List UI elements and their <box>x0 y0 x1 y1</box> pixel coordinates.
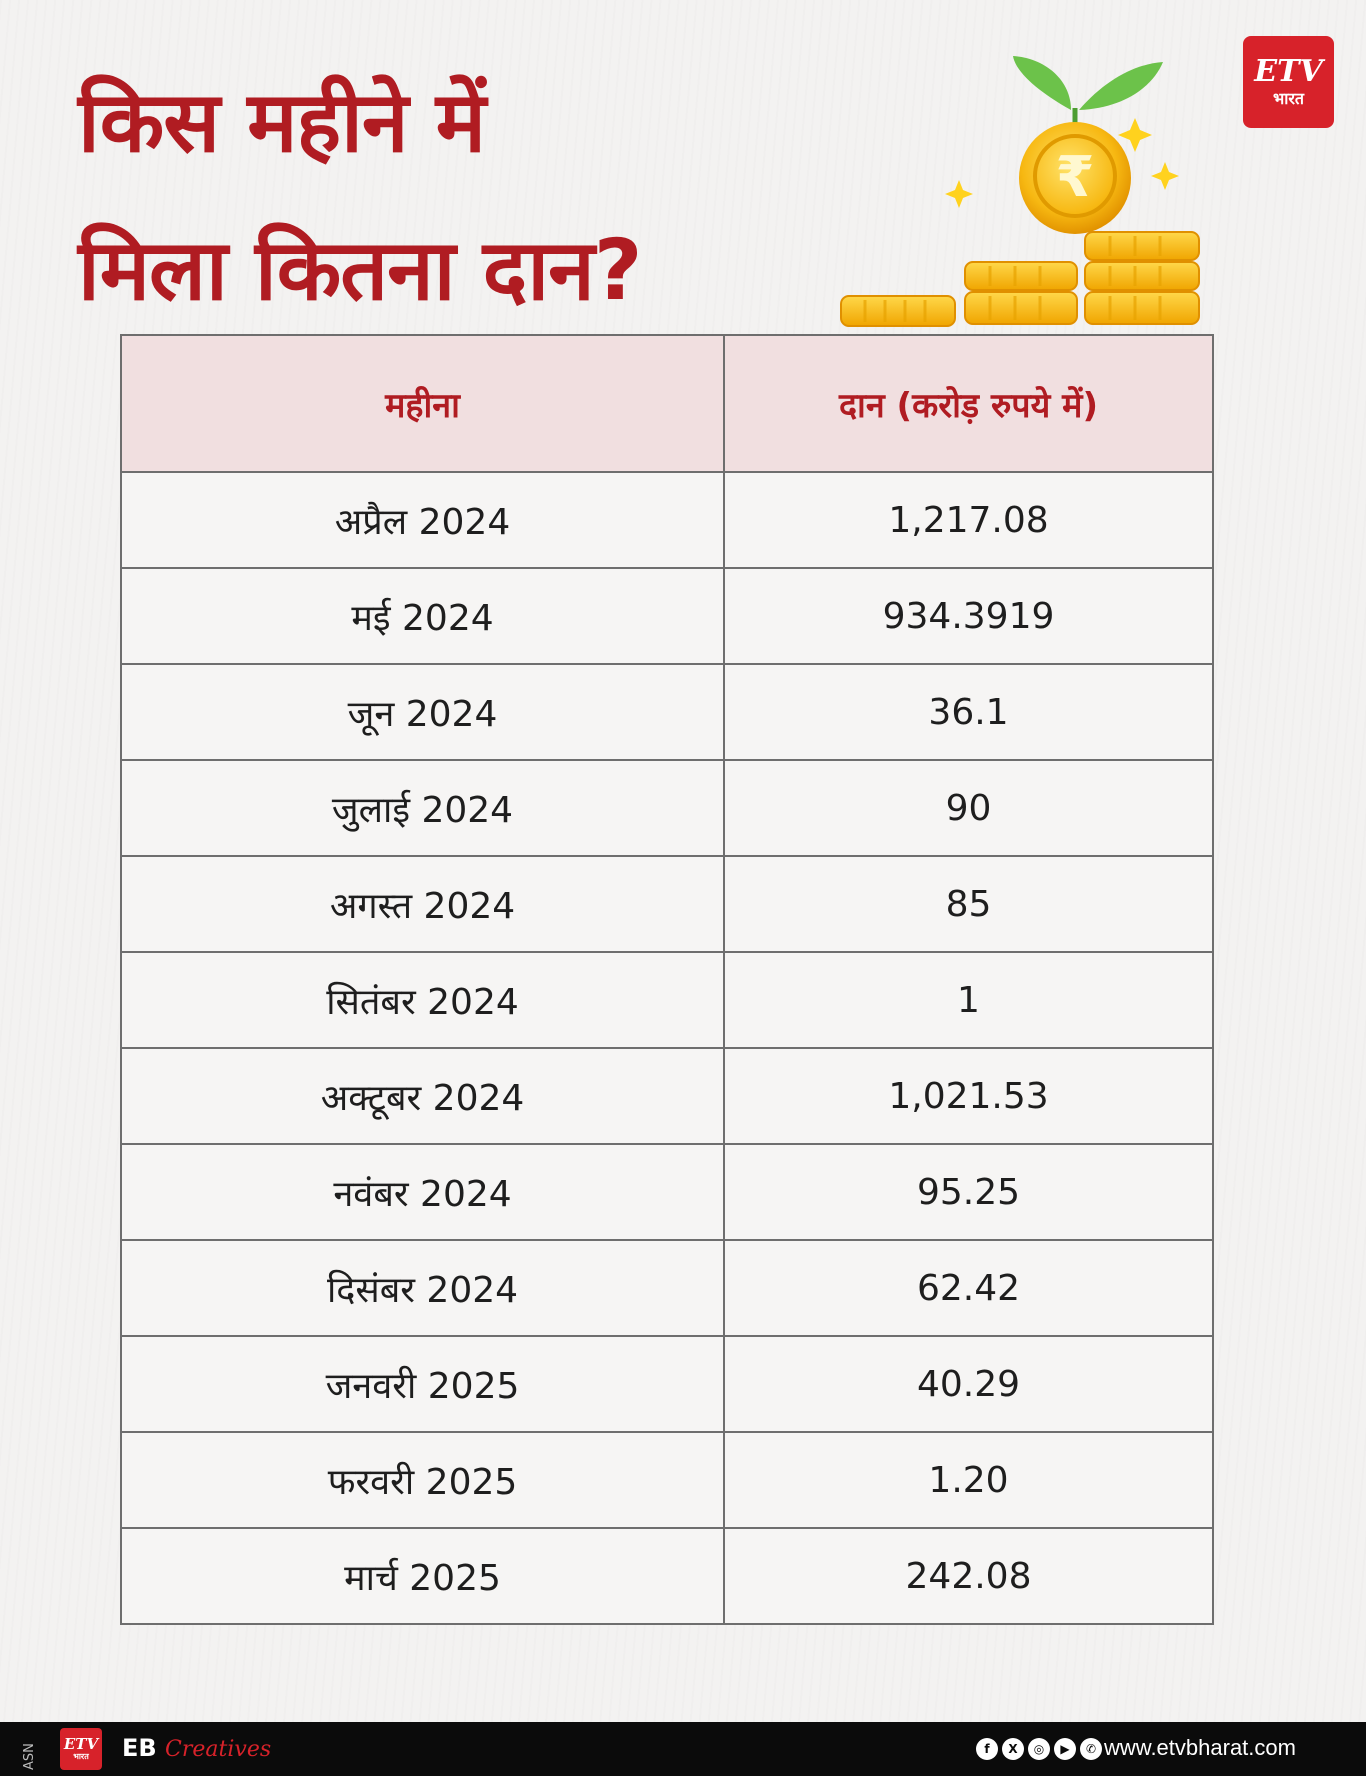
header-donation: दान (करोड़ रुपये में) <box>723 334 1214 473</box>
month-cell: जून 2024 <box>120 663 725 761</box>
month-cell: दिसंबर 2024 <box>120 1239 725 1337</box>
x-icon[interactable]: X <box>1002 1738 1024 1760</box>
month-cell: फरवरी 2025 <box>120 1431 725 1529</box>
month-cell: मार्च 2025 <box>120 1527 725 1625</box>
month-cell: मई 2024 <box>120 567 725 665</box>
month-cell: अगस्त 2024 <box>120 855 725 953</box>
table-row: सितंबर 2024 1 <box>120 951 1214 1049</box>
donation-cell: 1.20 <box>723 1431 1214 1529</box>
footer-bar: ASN ETV भारत EB Creatives f X ◎ ▶ ✆ www.… <box>0 1722 1366 1776</box>
donation-cell: 934.3919 <box>723 567 1214 665</box>
table-row: नवंबर 2024 95.25 <box>120 1143 1214 1241</box>
creatives-label: Creatives <box>165 1737 272 1762</box>
title-line-1: किस महीने में <box>78 73 486 171</box>
table-row: जुलाई 2024 90 <box>120 759 1214 857</box>
etv-bharat-logo: ETV भारत <box>1243 36 1334 128</box>
footer-logo-mark: ETV <box>63 1735 99 1753</box>
donation-cell: 85 <box>723 855 1214 953</box>
table-row: दिसंबर 2024 62.42 <box>120 1239 1214 1337</box>
month-cell: सितंबर 2024 <box>120 951 725 1049</box>
title-line-2: मिला कितना दान? <box>78 221 642 319</box>
eb-label: EB <box>122 1734 157 1762</box>
donation-cell: 62.42 <box>723 1239 1214 1337</box>
footer-logo-sub: भारत <box>73 1752 89 1761</box>
logo-sub: भारत <box>1272 89 1305 108</box>
whatsapp-icon[interactable]: ✆ <box>1080 1738 1102 1760</box>
instagram-icon[interactable]: ◎ <box>1028 1738 1050 1760</box>
donation-cell: 95.25 <box>723 1143 1214 1241</box>
table-row: जून 2024 36.1 <box>120 663 1214 761</box>
month-cell: नवंबर 2024 <box>120 1143 725 1241</box>
page-title: किस महीने में मिला कितना दान? <box>78 48 978 344</box>
month-cell: अक्टूबर 2024 <box>120 1047 725 1145</box>
donation-cell: 36.1 <box>723 663 1214 761</box>
donation-cell: 1 <box>723 951 1214 1049</box>
month-cell: जुलाई 2024 <box>120 759 725 857</box>
eb-creatives-credit: EB Creatives <box>122 1734 271 1762</box>
table-row: अक्टूबर 2024 1,021.53 <box>120 1047 1214 1145</box>
table-row: मार्च 2025 242.08 <box>120 1527 1214 1625</box>
youtube-icon[interactable]: ▶ <box>1054 1738 1076 1760</box>
header-month: महीना <box>120 334 725 473</box>
table-row: अप्रैल 2024 1,217.08 <box>120 471 1214 569</box>
donation-cell: 1,217.08 <box>723 471 1214 569</box>
donation-cell: 1,021.53 <box>723 1047 1214 1145</box>
svg-text:₹: ₹ <box>1056 145 1095 210</box>
footer-etv-logo: ETV भारत <box>60 1728 102 1770</box>
donation-cell: 90 <box>723 759 1214 857</box>
month-cell: अप्रैल 2024 <box>120 471 725 569</box>
donation-cell: 242.08 <box>723 1527 1214 1625</box>
month-cell: जनवरी 2025 <box>120 1335 725 1433</box>
facebook-icon[interactable]: f <box>976 1738 998 1760</box>
table-row: जनवरी 2025 40.29 <box>120 1335 1214 1433</box>
donation-cell: 40.29 <box>723 1335 1214 1433</box>
table-row: मई 2024 934.3919 <box>120 567 1214 665</box>
donation-table: महीना दान (करोड़ रुपये में) अप्रैल 2024 1… <box>120 334 1214 1625</box>
logo-mark: ETV <box>1254 54 1323 89</box>
asn-credit: ASN <box>22 1743 37 1770</box>
table-header-row: महीना दान (करोड़ रुपये में) <box>120 334 1214 473</box>
coin-stack-illustration: ₹ <box>840 56 1200 327</box>
table-row: अगस्त 2024 85 <box>120 855 1214 953</box>
table-row: फरवरी 2025 1.20 <box>120 1431 1214 1529</box>
website-link[interactable]: www.etvbharat.com <box>1104 1735 1296 1760</box>
social-icons: f X ◎ ▶ ✆ <box>976 1738 1102 1760</box>
